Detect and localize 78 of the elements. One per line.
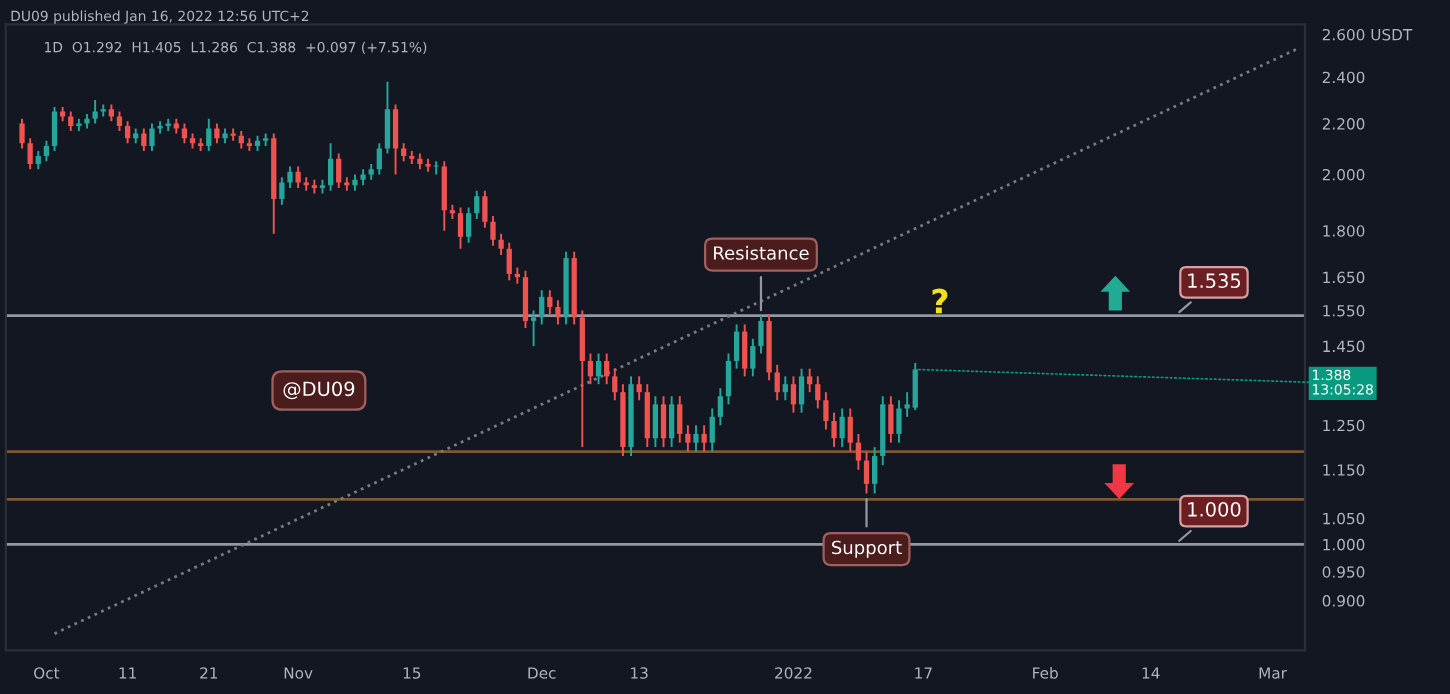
candlestick	[466, 206, 472, 244]
candlestick	[287, 165, 293, 189]
candlestick	[807, 367, 813, 394]
candlestick	[376, 142, 382, 176]
candlestick	[912, 361, 918, 412]
candlestick	[295, 165, 301, 189]
candlestick	[669, 395, 675, 449]
candlestick	[652, 395, 659, 449]
candlestick	[124, 120, 131, 145]
annotation: ?	[932, 288, 948, 314]
candlestick	[774, 363, 780, 402]
candlestick	[579, 309, 585, 449]
candlestick	[392, 103, 399, 176]
ref-line-label: 1.535	[1188, 273, 1241, 288]
candlestick	[896, 399, 902, 444]
candlestick	[206, 117, 212, 152]
candlestick	[587, 352, 594, 386]
candlestick	[522, 269, 529, 329]
candlestick	[888, 395, 894, 444]
candlestick	[660, 395, 667, 449]
candlestick	[116, 110, 123, 132]
candlestick	[51, 105, 58, 152]
candlestick	[474, 189, 480, 220]
candlestick	[555, 299, 561, 326]
candlestick	[604, 352, 610, 386]
candlestick	[798, 367, 805, 414]
candlestick	[539, 289, 545, 326]
candlestick	[181, 122, 188, 145]
candlestick	[68, 110, 74, 132]
annotation: Support	[832, 540, 902, 558]
candlestick	[336, 152, 342, 189]
candlestick	[782, 375, 788, 402]
candlestick	[612, 367, 618, 402]
candlestick	[725, 352, 732, 406]
candlestick	[693, 424, 699, 453]
candlestick	[831, 411, 837, 449]
candlestick	[141, 127, 147, 152]
candlestick	[490, 215, 496, 247]
candlestick	[92, 98, 98, 125]
candlestick	[709, 407, 715, 453]
candlestick	[506, 241, 512, 282]
candlestick	[384, 80, 391, 155]
candlestick	[279, 176, 285, 206]
candlestick	[149, 122, 155, 152]
candlestick	[839, 407, 845, 449]
candlestick	[530, 309, 537, 348]
candlestick	[750, 337, 756, 378]
candlestick	[823, 391, 829, 431]
candlestick	[677, 395, 683, 444]
candlestick	[701, 424, 707, 453]
candlestick	[733, 323, 740, 370]
candlestick	[636, 375, 642, 402]
candlestick	[214, 122, 220, 145]
annotation: @DU09	[283, 381, 355, 400]
ref-line-label: 1.000	[1188, 501, 1241, 517]
candlestick	[482, 189, 488, 229]
candlestick	[35, 150, 41, 171]
candlestick	[863, 450, 870, 495]
candlestick	[327, 142, 334, 192]
candlestick	[547, 289, 553, 315]
candlestick	[790, 375, 797, 414]
candlestick	[43, 139, 50, 163]
candlestick	[855, 432, 862, 471]
candlestick	[742, 323, 748, 378]
candlestick	[19, 117, 25, 150]
candlestick	[441, 160, 447, 232]
candlestick	[27, 137, 33, 171]
candlestick	[685, 424, 691, 453]
candlestick	[758, 314, 764, 355]
candlestick	[595, 352, 602, 386]
candlestick	[644, 383, 650, 449]
candlestick	[498, 232, 504, 256]
candlestick	[872, 446, 878, 495]
candlestick	[815, 375, 821, 410]
candlestick	[847, 407, 853, 453]
candlestick	[717, 387, 723, 427]
annotation: Resistance	[714, 245, 809, 260]
candlestick	[457, 206, 464, 250]
